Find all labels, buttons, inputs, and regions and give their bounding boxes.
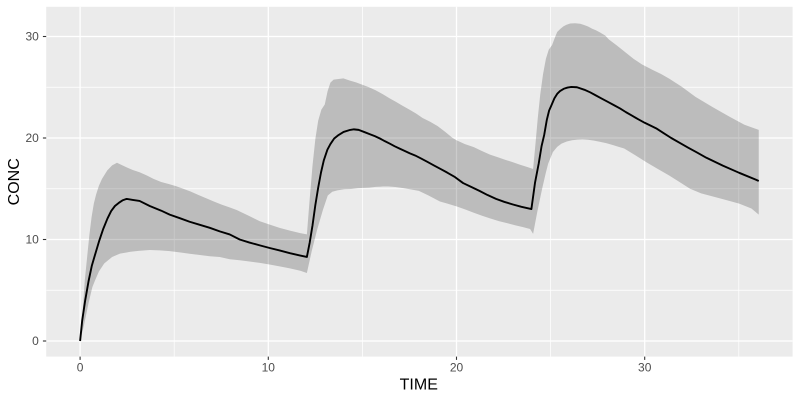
svg-text:10: 10 (262, 361, 276, 375)
svg-text:CONC: CONC (6, 158, 23, 205)
svg-text:30: 30 (25, 30, 39, 44)
svg-text:20: 20 (450, 361, 464, 375)
svg-text:0: 0 (77, 361, 84, 375)
svg-text:30: 30 (638, 361, 652, 375)
svg-text:20: 20 (25, 131, 39, 145)
svg-text:TIME: TIME (400, 377, 438, 394)
svg-text:10: 10 (25, 233, 39, 247)
svg-text:0: 0 (32, 334, 39, 348)
